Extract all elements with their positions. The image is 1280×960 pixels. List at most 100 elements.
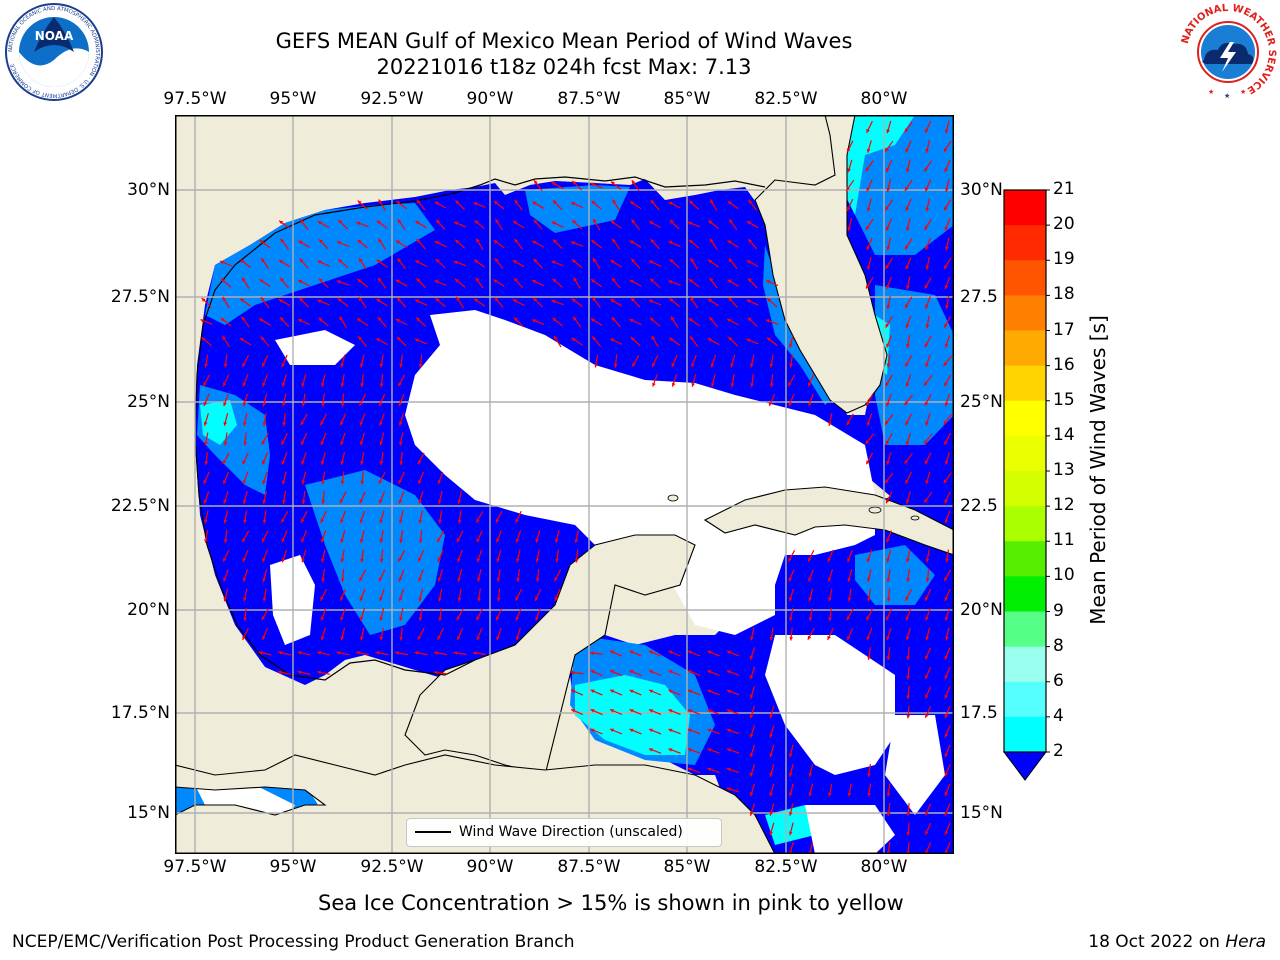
wind-arrow-head [886, 402, 890, 407]
wind-arrow-head [847, 577, 851, 582]
wind-arrow-head [886, 538, 890, 543]
wind-arrow-head [570, 670, 575, 675]
wind-arrow-head [905, 558, 910, 563]
wind-arrow-head [905, 499, 910, 504]
wind-arrow-head [242, 480, 247, 485]
wind-arrow-head [515, 558, 520, 563]
wind-arrow-head [906, 227, 910, 231]
wind-arrow-head [358, 336, 363, 341]
wind-arrow-head [925, 148, 930, 153]
wind-arrow-head [944, 382, 948, 387]
wind-arrow-head [925, 831, 929, 835]
wind-arrow-head [240, 259, 245, 264]
wind-arrow-head [925, 266, 930, 270]
wind-arrow-head [223, 577, 227, 582]
wind-arrow-head [532, 240, 537, 245]
wind-arrow-head [494, 297, 499, 302]
lon-tick: 92.5°W [360, 857, 424, 877]
colorbar [1003, 189, 1050, 781]
wind-arrow-head [709, 277, 714, 282]
wind-arrow-head [925, 187, 929, 192]
wind-arrow-head [631, 297, 635, 302]
wind-arrow-head [592, 336, 596, 341]
wind-arrow-head [514, 278, 518, 282]
wind-arrow-head [649, 221, 654, 225]
wind-arrow-head [532, 319, 536, 323]
wind-arrow-head [397, 258, 402, 263]
wind-arrow-head [320, 636, 325, 641]
wind-arrow-head [729, 258, 733, 263]
wind-arrow-head [925, 207, 930, 212]
wind-arrow-head [944, 753, 949, 757]
wind-arrow-head [203, 421, 208, 426]
wind-arrow-head [867, 656, 871, 660]
wind-arrow-head [905, 304, 909, 309]
wind-arrow-head [262, 460, 266, 465]
wind-arrow-head [886, 636, 890, 641]
wind-arrow-head [242, 460, 246, 465]
wind-arrow-head [379, 558, 384, 563]
colorbar-cell [1004, 190, 1046, 226]
wind-arrow-head [223, 519, 228, 524]
wind-arrow-head [397, 297, 401, 302]
lon-tick: 90°W [466, 857, 514, 877]
svg-text:★: ★ [1208, 88, 1214, 96]
wind-arrow-head [301, 402, 306, 407]
colorbar-tick: 17 [1053, 319, 1075, 340]
wind-arrow-head [610, 181, 615, 186]
wind-arrow-head [496, 578, 501, 582]
wind-arrow-head [282, 422, 286, 426]
wind-arrow-head [336, 651, 341, 655]
wind-arrow-head [301, 558, 305, 563]
wind-arrow-head [379, 401, 383, 406]
wind-arrow-head [261, 297, 265, 302]
lon-tick: 95°W [269, 89, 317, 109]
wind-arrow-head [866, 421, 871, 426]
wind-arrow-head [769, 363, 774, 368]
sea-ice-note: Sea Ice Concentration > 15% is shown in … [318, 891, 904, 915]
wind-arrow-head [687, 767, 692, 772]
wind-arrow-head [747, 317, 752, 322]
wind-arrow-head [944, 577, 948, 582]
wind-arrow-head [788, 753, 793, 758]
wind-arrow-head [925, 480, 929, 485]
wind-arrow-head [360, 480, 365, 485]
wind-arrow-head [610, 220, 615, 225]
wind-arrow-head [610, 260, 615, 264]
map-subtitle: 20221016 t18z 024h fcst Max: 7.13 [376, 55, 752, 79]
wind-arrow-head [297, 651, 302, 655]
footer-host: Hera [1225, 932, 1266, 952]
wind-arrow-head [866, 284, 870, 289]
wind-arrow-head [906, 578, 910, 582]
wind-arrow-head [807, 635, 812, 640]
wind-arrow-head [571, 337, 576, 342]
wind-arrow-head [886, 187, 891, 192]
wind-arrow-head [279, 260, 283, 264]
wind-arrow-head [357, 200, 362, 205]
wind-arrow-head [886, 226, 890, 231]
wind-arrow-head [457, 558, 461, 563]
wind-arrow-head [434, 241, 439, 245]
wind-arrow-head [709, 317, 714, 321]
wind-arrow-head [493, 201, 498, 205]
wind-arrow-head [632, 362, 636, 367]
wind-arrow-head [281, 518, 285, 523]
wind-arrow-head [340, 441, 344, 446]
wind-arrow-head [590, 689, 595, 693]
wind-arrow-head [727, 201, 732, 205]
wind-arrow-head [727, 650, 731, 655]
wind-arrow-head [476, 558, 481, 563]
lat-tick: 20°N [127, 600, 170, 620]
wind-arrow-head [320, 518, 324, 523]
lat-tick: 30°N [127, 180, 170, 200]
wind-arrow-head [629, 689, 634, 694]
wind-arrow-head [944, 226, 949, 231]
colorbar-tick: 15 [1053, 389, 1075, 410]
wind-arrow-head [476, 238, 480, 243]
lon-tick: 82.5°W [754, 857, 818, 877]
wind-arrow-head [378, 277, 382, 282]
wind-arrow-head [573, 316, 577, 321]
wind-arrow-head [434, 670, 438, 675]
wind-arrow-head [337, 298, 342, 303]
wind-arrow-head [866, 246, 871, 250]
